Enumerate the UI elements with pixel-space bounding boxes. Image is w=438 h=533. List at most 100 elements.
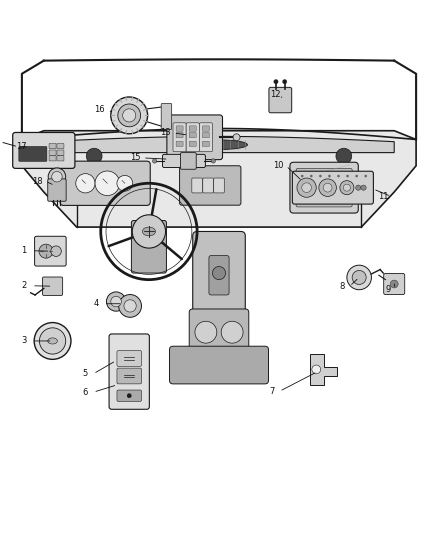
Text: 5: 5: [83, 369, 88, 378]
Text: 10: 10: [273, 161, 283, 170]
FancyBboxPatch shape: [49, 143, 56, 149]
FancyBboxPatch shape: [161, 103, 172, 130]
Circle shape: [337, 175, 340, 177]
FancyBboxPatch shape: [202, 126, 209, 131]
FancyBboxPatch shape: [269, 87, 292, 113]
FancyBboxPatch shape: [189, 141, 196, 147]
Polygon shape: [22, 131, 416, 227]
Text: 15: 15: [130, 154, 140, 163]
Circle shape: [310, 175, 313, 177]
Circle shape: [364, 175, 367, 177]
Circle shape: [319, 179, 336, 197]
Circle shape: [39, 328, 66, 354]
FancyBboxPatch shape: [189, 133, 196, 138]
Circle shape: [152, 159, 157, 163]
FancyBboxPatch shape: [57, 156, 64, 161]
FancyBboxPatch shape: [57, 143, 64, 149]
Ellipse shape: [191, 140, 247, 150]
Circle shape: [34, 322, 71, 359]
Circle shape: [302, 183, 311, 192]
FancyBboxPatch shape: [176, 126, 183, 131]
FancyBboxPatch shape: [180, 152, 196, 169]
Circle shape: [212, 266, 226, 280]
FancyBboxPatch shape: [214, 178, 224, 193]
FancyBboxPatch shape: [49, 150, 56, 155]
FancyBboxPatch shape: [48, 179, 66, 201]
FancyBboxPatch shape: [35, 236, 66, 266]
Ellipse shape: [48, 338, 57, 344]
Circle shape: [111, 97, 148, 134]
Circle shape: [106, 292, 126, 311]
Text: 4: 4: [94, 299, 99, 308]
Circle shape: [39, 244, 53, 258]
Circle shape: [76, 174, 95, 193]
FancyBboxPatch shape: [199, 123, 212, 152]
FancyBboxPatch shape: [384, 273, 405, 295]
Circle shape: [274, 79, 278, 84]
FancyBboxPatch shape: [192, 178, 202, 193]
FancyBboxPatch shape: [186, 123, 199, 152]
Circle shape: [352, 270, 366, 285]
FancyBboxPatch shape: [19, 147, 47, 161]
FancyBboxPatch shape: [173, 123, 186, 152]
Circle shape: [195, 321, 217, 343]
Circle shape: [111, 296, 121, 307]
Circle shape: [86, 148, 102, 164]
Text: 8: 8: [339, 282, 344, 290]
FancyBboxPatch shape: [49, 156, 56, 161]
FancyBboxPatch shape: [193, 231, 245, 319]
FancyBboxPatch shape: [42, 277, 63, 295]
Text: 11: 11: [378, 192, 389, 201]
Circle shape: [48, 168, 66, 185]
FancyBboxPatch shape: [60, 161, 150, 205]
FancyBboxPatch shape: [167, 115, 223, 159]
FancyBboxPatch shape: [57, 150, 64, 155]
FancyBboxPatch shape: [117, 390, 141, 401]
Circle shape: [356, 185, 361, 190]
Circle shape: [233, 134, 240, 141]
Text: 9: 9: [385, 285, 390, 294]
Circle shape: [221, 321, 243, 343]
FancyBboxPatch shape: [203, 178, 213, 193]
FancyBboxPatch shape: [180, 166, 241, 205]
Text: 6: 6: [83, 387, 88, 397]
Circle shape: [301, 175, 304, 177]
Circle shape: [132, 215, 166, 248]
Circle shape: [283, 79, 287, 84]
FancyBboxPatch shape: [293, 171, 373, 204]
FancyBboxPatch shape: [290, 162, 358, 213]
Circle shape: [117, 175, 133, 191]
FancyBboxPatch shape: [131, 221, 166, 273]
Circle shape: [51, 246, 61, 256]
Circle shape: [118, 104, 141, 127]
FancyBboxPatch shape: [202, 141, 209, 147]
Polygon shape: [44, 136, 394, 152]
Circle shape: [124, 300, 136, 312]
FancyBboxPatch shape: [296, 168, 352, 207]
Circle shape: [328, 175, 331, 177]
Circle shape: [211, 159, 215, 163]
FancyBboxPatch shape: [117, 368, 141, 384]
Circle shape: [123, 109, 136, 122]
Circle shape: [319, 175, 321, 177]
Circle shape: [346, 175, 349, 177]
FancyBboxPatch shape: [189, 309, 249, 356]
Ellipse shape: [142, 227, 155, 236]
Text: 2: 2: [21, 281, 27, 290]
FancyBboxPatch shape: [13, 133, 75, 168]
Circle shape: [390, 280, 398, 288]
FancyBboxPatch shape: [176, 141, 183, 147]
Text: 1: 1: [21, 246, 27, 255]
Text: 7: 7: [269, 387, 274, 396]
Circle shape: [323, 183, 332, 192]
Circle shape: [336, 148, 352, 164]
FancyBboxPatch shape: [209, 255, 229, 295]
Text: 16: 16: [95, 105, 105, 114]
Circle shape: [297, 178, 316, 197]
FancyBboxPatch shape: [162, 155, 205, 167]
FancyBboxPatch shape: [109, 334, 149, 409]
Text: 17: 17: [16, 142, 26, 151]
FancyBboxPatch shape: [189, 126, 196, 131]
Circle shape: [343, 184, 350, 191]
Polygon shape: [310, 354, 337, 385]
